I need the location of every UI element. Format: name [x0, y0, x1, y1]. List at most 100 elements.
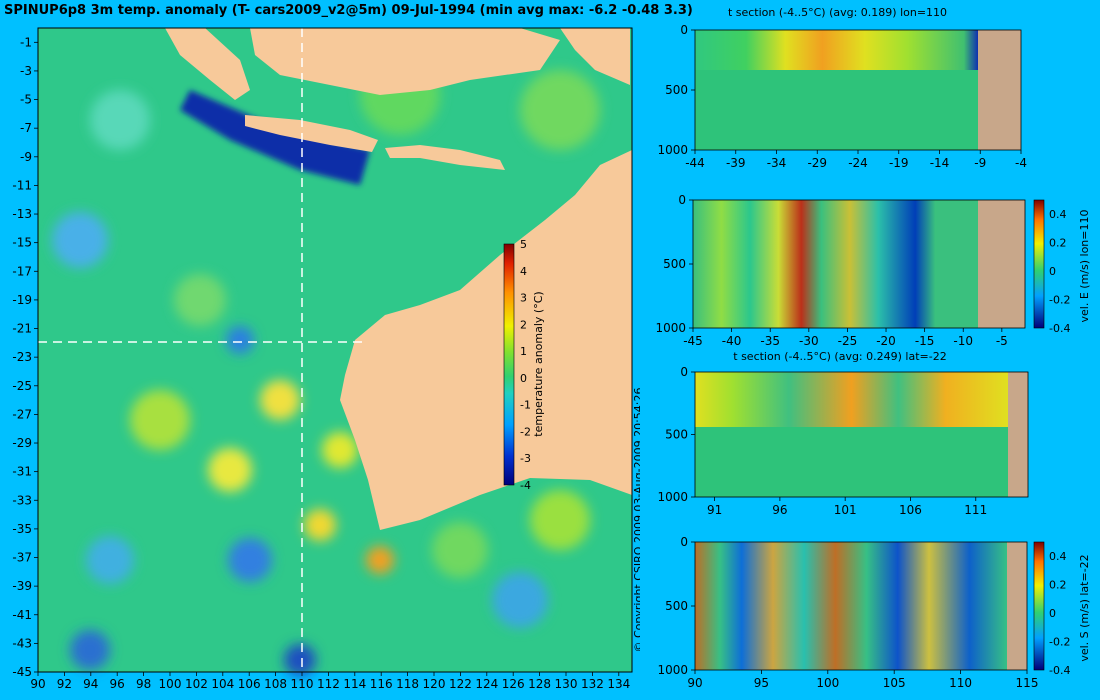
- vel-s-section: 90 95 100 105 110 115050010000.40.20-0.2-0.4 …: [657, 535, 1091, 690]
- x-tick-label: -40: [722, 334, 742, 348]
- x-tick-label: 101: [834, 503, 857, 517]
- colorbar-tick-label: -0.2: [1049, 294, 1070, 307]
- y-tick-label: 0: [680, 365, 688, 379]
- x-tick-label: -5: [996, 334, 1008, 348]
- section-body: [695, 70, 978, 150]
- vel-s-colorbar-label: vel. S (m/s) lat=-22: [1078, 554, 1091, 661]
- x-tick-label: -19: [889, 156, 909, 170]
- warm-upper-layer: [695, 30, 978, 70]
- x-tick-label: 91: [707, 503, 722, 517]
- y-tick-label: 0: [680, 23, 688, 37]
- anomaly-map: 90 92 94 96 98 100 102 104 106 108 110 112 114 116 118…: [12, 27, 640, 691]
- y-tick-label: -19: [12, 293, 32, 307]
- colorbar-tick-label: 0: [520, 372, 527, 385]
- y-tick-label: -17: [12, 264, 32, 278]
- x-tick-label: -44: [685, 156, 705, 170]
- colorbar-label: temperature anomaly (°C): [532, 291, 545, 436]
- x-tick-label: 108: [264, 677, 287, 691]
- x-tick-label: 105: [883, 676, 906, 690]
- x-tick-label: -29: [807, 156, 827, 170]
- x-tick-label: 106: [899, 503, 922, 517]
- section-land: [1007, 542, 1027, 670]
- vel-s-colorbar: [1033, 541, 1045, 671]
- land-new-guinea: [560, 28, 630, 85]
- colorbar-tick-label: 5: [520, 238, 527, 251]
- map-y-ticks: -1 -3 -5 -7 -9 -11 -13 -15 -17 -19 -21 -23 -25 -27 -29…: [12, 35, 38, 679]
- x-tick-label: 90: [687, 676, 702, 690]
- x-tick-label: 92: [57, 677, 72, 691]
- colorbar-tick-label: 3: [520, 292, 527, 305]
- y-tick-label: -27: [12, 407, 32, 421]
- t-section-lon110: -44 -39 -34 -29 -24 -19 -14 -9 -4 0 500 1000: [657, 23, 1027, 170]
- colorbar-tick-label: 0: [1049, 607, 1056, 620]
- x-tick-label: 112: [317, 677, 340, 691]
- x-tick-label: 124: [475, 677, 498, 691]
- temperature-colorbar: 5 4 3 2 1 0 -1 -2 -3 -4 temperature anomaly (°C): [503, 238, 545, 492]
- y-tick-label: -39: [12, 579, 32, 593]
- y-tick-label: -15: [12, 236, 32, 250]
- x-tick-label: -35: [760, 334, 780, 348]
- colorbar-tick-label: 0.2: [1049, 579, 1067, 592]
- x-tick-label: 115: [1016, 676, 1039, 690]
- x-tick-label: 95: [754, 676, 769, 690]
- y-tick-label: -7: [20, 121, 32, 135]
- section-land: [978, 200, 1025, 328]
- y-tick-label: -35: [12, 522, 32, 536]
- vel-stripes: [693, 200, 978, 328]
- copyright-notice: © Copyright CSIRO 2009 03-Aug-2009 20:54…: [632, 387, 640, 652]
- y-tick-label: 1000: [657, 663, 688, 677]
- y-tick-label: 500: [665, 83, 688, 97]
- page-title: SPINUP6p8 3m temp. anomaly (T- cars2009_…: [4, 3, 693, 18]
- colorbar-tick-label: 0.2: [1049, 237, 1067, 250]
- colorbar-tick-label: 4: [520, 265, 527, 278]
- colorbar-tick-label: 0.4: [1049, 208, 1067, 221]
- land-java: [245, 115, 378, 152]
- x-tick-label: -4: [1015, 156, 1027, 170]
- colorbar-tick-label: 0: [1049, 265, 1056, 278]
- colorbar-tick-label: 0.4: [1049, 550, 1067, 563]
- land-australia: [340, 150, 632, 530]
- x-tick-label: -10: [953, 334, 973, 348]
- x-tick-label: 122: [449, 677, 472, 691]
- land-sumatra: [165, 28, 250, 100]
- x-tick-label: -9: [974, 156, 986, 170]
- x-tick-label: -45: [683, 334, 703, 348]
- y-tick-label: -21: [12, 322, 32, 336]
- section-land: [978, 30, 1021, 150]
- y-tick-label: -31: [12, 465, 32, 479]
- x-tick-label: 118: [396, 677, 419, 691]
- x-tick-label: 126: [502, 677, 525, 691]
- colorbar-tick-label: 2: [520, 318, 527, 331]
- x-tick-label: 116: [370, 677, 393, 691]
- t-section-lat22: 91 96 101 106 111 0 500 1000: [657, 365, 1029, 517]
- x-tick-label: -20: [876, 334, 896, 348]
- y-tick-label: -41: [12, 608, 32, 622]
- x-tick-label: 134: [607, 677, 630, 691]
- x-tick-label: 110: [291, 677, 314, 691]
- vel-e-colorbar-label: vel. E (m/s) lon=110: [1078, 210, 1091, 323]
- x-tick-label: -39: [726, 156, 746, 170]
- y-tick-label: -1: [20, 35, 32, 49]
- section-land: [1008, 372, 1028, 497]
- x-tick-label: 96: [110, 677, 125, 691]
- x-tick-label: -30: [799, 334, 819, 348]
- map-frame: [37, 27, 633, 673]
- y-tick-label: -29: [12, 436, 32, 450]
- vel-e-colorbar: [1033, 199, 1045, 329]
- x-tick-label: -34: [767, 156, 787, 170]
- panel1-title: t section (-4..5°C) (avg: 0.189) lon=110: [727, 6, 948, 19]
- colorbar-tick-label: -0.4: [1049, 322, 1070, 335]
- y-tick-label: 500: [665, 599, 688, 613]
- colorbar-tick-label: -4: [520, 479, 531, 492]
- x-tick-label: 94: [83, 677, 98, 691]
- y-tick-label: 0: [678, 193, 686, 207]
- x-tick-label: 98: [136, 677, 151, 691]
- y-tick-label: 500: [665, 428, 688, 442]
- map-plot-area: [37, 27, 633, 676]
- colorbar-tick-label: 1: [520, 345, 527, 358]
- warm-upper-layer: [695, 372, 1008, 427]
- x-tick-label: -25: [838, 334, 858, 348]
- y-tick-label: -11: [12, 178, 32, 192]
- cold-anomaly-java: [180, 90, 370, 185]
- panel3-title: t section (-4..5°C) (avg: 0.249) lat=-22: [733, 350, 947, 363]
